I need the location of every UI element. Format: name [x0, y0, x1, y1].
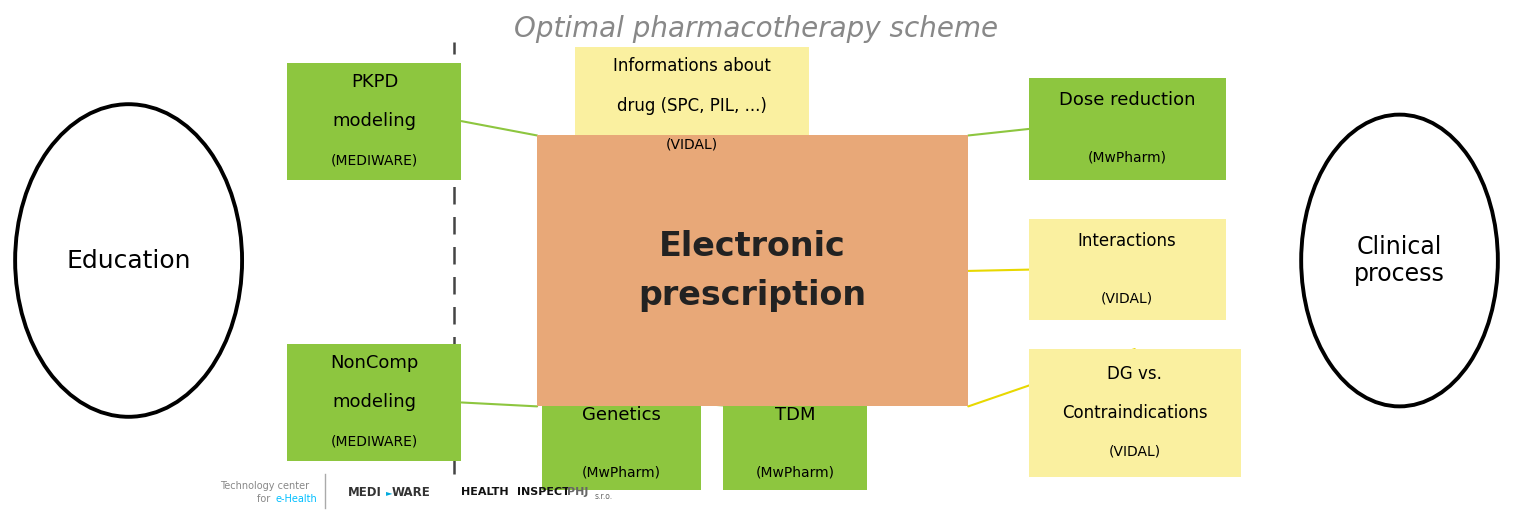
Text: (VIDAL): (VIDAL): [1101, 291, 1153, 305]
Text: Electronic
prescription: Electronic prescription: [638, 230, 867, 312]
FancyBboxPatch shape: [287, 344, 461, 461]
FancyBboxPatch shape: [575, 47, 809, 164]
Text: Technology center
for: Technology center for: [221, 481, 309, 504]
Text: INSPECT: INSPECT: [517, 487, 570, 498]
Text: ►: ►: [386, 488, 392, 497]
Text: PKPD: PKPD: [351, 73, 398, 91]
Text: modeling: modeling: [333, 393, 416, 412]
FancyBboxPatch shape: [723, 399, 867, 490]
Text: Contraindications: Contraindications: [1062, 404, 1207, 422]
Text: (MwPharm): (MwPharm): [755, 466, 835, 480]
Text: NonComp: NonComp: [330, 354, 419, 373]
FancyBboxPatch shape: [1029, 78, 1226, 180]
FancyBboxPatch shape: [287, 63, 461, 180]
Text: Education: Education: [67, 249, 191, 272]
Text: (VIDAL): (VIDAL): [1109, 445, 1160, 459]
Text: modeling: modeling: [333, 112, 416, 130]
Text: MEDI: MEDI: [348, 486, 381, 499]
Text: (MEDIWARE): (MEDIWARE): [331, 153, 418, 167]
Text: s.r.o.: s.r.o.: [595, 492, 613, 501]
Text: Dose reduction: Dose reduction: [1059, 91, 1195, 109]
Text: (VIDAL): (VIDAL): [666, 138, 719, 152]
Text: Interactions: Interactions: [1077, 232, 1177, 250]
Text: (MEDIWARE): (MEDIWARE): [331, 435, 418, 449]
Text: WARE: WARE: [392, 486, 431, 499]
Text: e-Health: e-Health: [275, 493, 318, 504]
FancyBboxPatch shape: [1029, 219, 1226, 320]
Text: Clinical
process: Clinical process: [1354, 234, 1445, 287]
Text: (MwPharm): (MwPharm): [581, 466, 661, 480]
Text: PHJ: PHJ: [567, 487, 589, 498]
Text: Optimal pharmacotherapy scheme: Optimal pharmacotherapy scheme: [514, 15, 999, 43]
FancyBboxPatch shape: [537, 135, 968, 406]
Text: HEALTH: HEALTH: [461, 487, 508, 498]
Text: drug (SPC, PIL, ...): drug (SPC, PIL, ...): [617, 96, 767, 115]
Text: Genetics: Genetics: [581, 406, 661, 425]
FancyBboxPatch shape: [1029, 349, 1241, 477]
Text: (MwPharm): (MwPharm): [1088, 151, 1167, 165]
Text: DG vs.: DG vs.: [1108, 365, 1162, 383]
Text: TDM: TDM: [775, 406, 816, 425]
FancyBboxPatch shape: [542, 399, 701, 490]
Text: Informations about: Informations about: [613, 57, 772, 76]
